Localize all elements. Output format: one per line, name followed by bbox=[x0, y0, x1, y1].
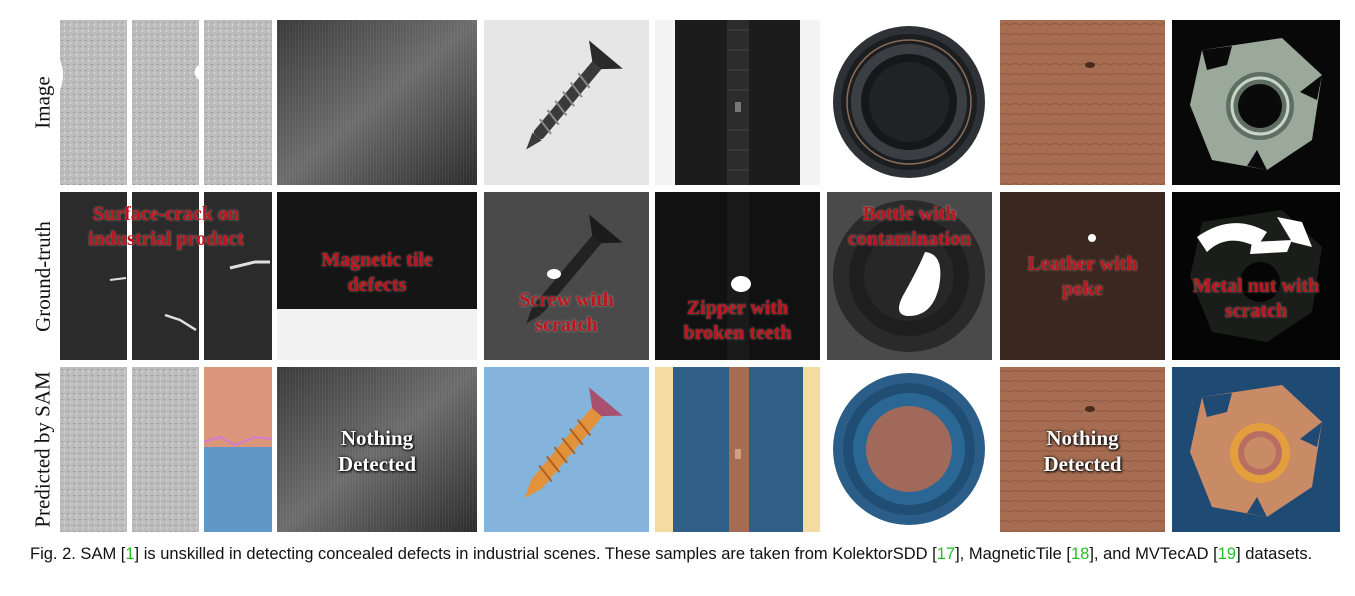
ground-truth-magnetic-tile: Magnetic tile defects bbox=[277, 192, 477, 360]
overlay-leather: Leather with poke bbox=[1027, 253, 1138, 300]
image-magnetic-tile bbox=[277, 20, 477, 185]
image-kolektor bbox=[60, 20, 272, 185]
row-label-predicted: Predicted by SAM bbox=[30, 371, 55, 528]
prediction-bottle bbox=[827, 367, 992, 532]
image-metal-nut bbox=[1172, 20, 1340, 185]
ground-truth-screw: Screw with scratch bbox=[484, 192, 649, 360]
figure-caption: Fig. 2. SAM [1] is unskilled in detectin… bbox=[30, 545, 1313, 563]
ground-truth-zipper: Zipper with broken teeth bbox=[655, 192, 820, 360]
ground-truth-bottle: Bottle with contamination bbox=[827, 192, 992, 360]
row-label-image: Image bbox=[30, 76, 55, 129]
prediction-leather: Nothing Detected bbox=[1000, 367, 1165, 532]
citation-19[interactable]: 19 bbox=[1217, 545, 1237, 563]
overlay-zipper: Zipper with broken teeth bbox=[683, 297, 792, 344]
prediction-zipper bbox=[655, 367, 820, 532]
ground-truth-leather: Leather with poke bbox=[1000, 192, 1165, 360]
citation-1[interactable]: 1 bbox=[125, 545, 135, 563]
prediction-kolektor bbox=[60, 367, 272, 532]
row-label-ground-truth: Ground-truth bbox=[30, 220, 55, 332]
overlay-metal-nut: Metal nut with scratch bbox=[1192, 275, 1320, 322]
citation-17[interactable]: 17 bbox=[936, 545, 956, 563]
ground-truth-metal-nut: Metal nut with scratch bbox=[1172, 192, 1340, 360]
citation-18[interactable]: 18 bbox=[1070, 545, 1090, 563]
overlay-surface-crack: Surface-crack on industrial product bbox=[88, 203, 244, 250]
overlay-screw: Screw with scratch bbox=[519, 289, 614, 336]
overlay-nothing-detected-2: Nothing Detected bbox=[1043, 426, 1122, 477]
prediction-metal-nut bbox=[1172, 367, 1340, 532]
overlay-nothing-detected-1: Nothing Detected bbox=[337, 426, 417, 477]
prediction-magnetic-tile: Nothing Detected bbox=[277, 367, 477, 532]
image-bottle bbox=[827, 20, 992, 185]
overlay-magnetic-tile: Magnetic tile defects bbox=[321, 249, 433, 296]
image-screw bbox=[484, 20, 649, 185]
image-zipper bbox=[655, 20, 820, 185]
prediction-screw bbox=[484, 367, 649, 532]
image-leather bbox=[1000, 20, 1165, 185]
overlay-bottle: Bottle with contamination bbox=[847, 203, 972, 250]
ground-truth-kolektor: Surface-crack on industrial product bbox=[60, 192, 272, 360]
figure: Image Ground-truth Predicted by SAM bbox=[30, 20, 1340, 532]
